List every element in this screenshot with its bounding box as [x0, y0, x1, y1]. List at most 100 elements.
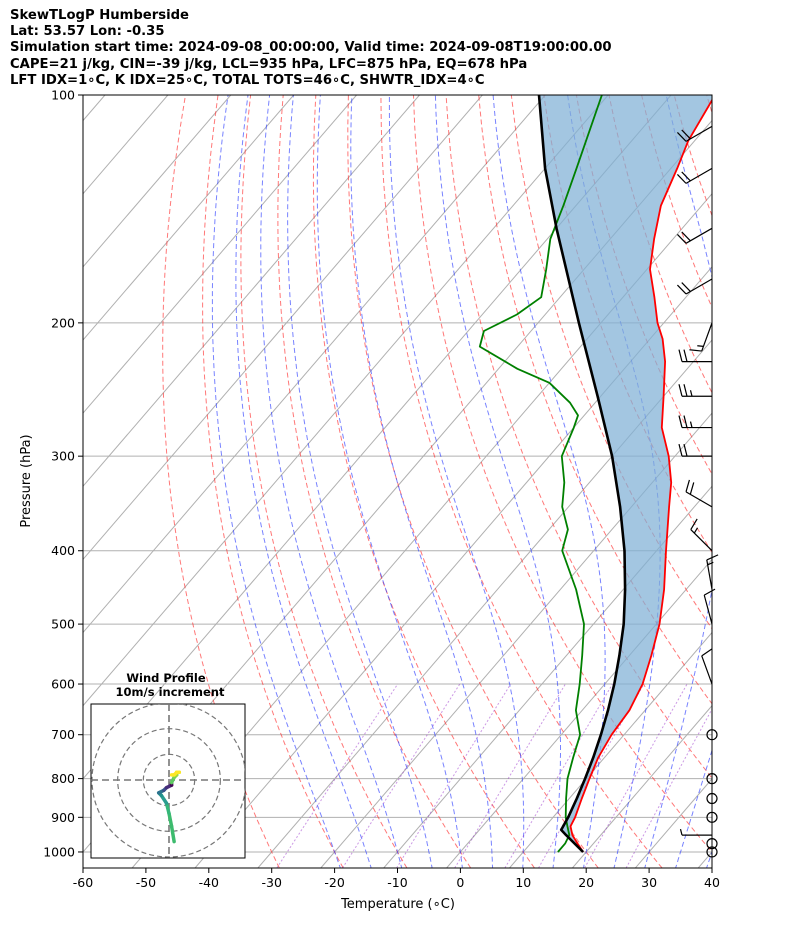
wind-barb [706, 554, 719, 590]
y-tick-label: 500 [51, 617, 75, 632]
wind-barb-flag [706, 554, 719, 561]
y-tick-label: 800 [51, 771, 75, 786]
hodograph-segment [167, 811, 174, 828]
calm-wind-circle [706, 838, 718, 850]
wind-barb-flag [683, 384, 688, 397]
cape-line: CAPE=21 j/kg, CIN=-39 j/kg, LCL=935 hPa,… [10, 56, 528, 72]
mixing-ratio-line [625, 707, 712, 868]
mixing-ratio-line [504, 683, 613, 868]
mixing-ratio-line [454, 683, 566, 868]
temperature-line [569, 98, 712, 853]
wind-barb-flag [681, 282, 691, 292]
x-tick-label: 20 [578, 875, 594, 890]
x-tick-label: 10 [515, 875, 531, 890]
dry-adiabat [312, 95, 535, 868]
wind-barb-staff [706, 559, 713, 590]
wind-barb-half-flag [689, 421, 693, 428]
x-tick-label: 0 [456, 875, 464, 890]
wind-barbs [676, 125, 719, 858]
isotherm [83, 95, 295, 341]
x-tick-label: -40 [199, 875, 219, 890]
isotherm [257, 339, 712, 868]
wind-barb-staff [703, 594, 713, 625]
calm-wind-circle [706, 811, 718, 823]
axes: -60 -50 -40 -30 -20 -10 0 10 20 30 40 1000 900 800 700… [43, 88, 720, 891]
isotherm [83, 95, 483, 561]
x-tick-label: 40 [704, 875, 720, 890]
dry-adiabat [772, 95, 794, 868]
chart-header: SkewTLogP Humberside Lat: 53.57 Lon: -0.… [10, 8, 612, 89]
x-tick-label: -10 [387, 875, 407, 890]
wind-barb [676, 125, 713, 142]
y-tick-label: 400 [51, 543, 75, 558]
time-line: Simulation start time: 2024-09-08_00:00:… [10, 40, 612, 56]
dry-adiabat [739, 95, 794, 868]
moist-adiabat [388, 95, 525, 868]
wind-barb [678, 415, 712, 429]
moist-adiabat [706, 850, 712, 868]
mixing-ratio-line [276, 683, 399, 868]
x-tick-label: -50 [136, 875, 156, 890]
isotherm [83, 95, 420, 488]
dry-adiabat [162, 95, 280, 868]
wind-barb-staff [701, 655, 713, 685]
wind-barb-flag [678, 415, 683, 428]
wind-barb-flag [683, 349, 688, 362]
moist-adiabat [316, 95, 463, 868]
isotherm [83, 95, 357, 414]
wind-barb-flag [681, 129, 691, 140]
wind-barb-flag [678, 349, 683, 362]
isotherm [509, 631, 712, 868]
wind-barb [689, 322, 713, 352]
dry-adiabat [277, 95, 472, 868]
wind-barb-half-flag [707, 561, 714, 566]
isotherm [83, 95, 546, 634]
dry-adiabat [478, 95, 712, 705]
x-tick-label: -30 [261, 875, 281, 890]
wind-barb [685, 479, 713, 508]
wind-barb-flag [678, 444, 683, 457]
y-tick-label: 600 [51, 677, 75, 692]
wind-barb [676, 227, 713, 244]
isotherm [383, 485, 712, 868]
wind-barb [676, 278, 713, 295]
moist-adiabat [235, 95, 372, 868]
hodograph-segment [169, 824, 176, 844]
calm-wind-circle [706, 846, 718, 858]
indices-line: LFT IDX=1∘C, K IDX=25∘C, TOTAL TOTS=46∘C… [10, 72, 485, 88]
x-tick-label: 30 [641, 875, 657, 890]
x-tick-label: -60 [73, 875, 93, 890]
calm-wind-circle [706, 773, 718, 785]
moist-adiabat [737, 95, 794, 870]
dry-adiabat [510, 95, 712, 630]
wind-barb-flag [685, 479, 690, 493]
wind-barb-flag [676, 284, 687, 295]
hodograph-plot [91, 704, 245, 858]
dry-adiabat [347, 95, 599, 868]
dewpoint-line [478, 95, 603, 853]
mixing-ratio-line [538, 683, 645, 868]
wind-barb-half-flag [679, 828, 683, 836]
isotherm [194, 266, 712, 868]
wind-barb-flag [689, 482, 695, 495]
wind-barb-half-flag [689, 390, 693, 397]
wind-barb [690, 518, 713, 552]
wind-barb [678, 444, 712, 457]
wind-barb-flag [689, 349, 702, 352]
wind-barb-flag [690, 518, 698, 530]
wind-barb-flag [676, 174, 687, 184]
mixing-ratio-line [396, 683, 512, 868]
x-axis-label: Temperature (∘C) [340, 897, 455, 912]
profile-lines [478, 95, 712, 853]
wind-barb [676, 167, 713, 184]
wind-barb [703, 588, 716, 625]
dry-adiabat [202, 95, 344, 868]
isotherm [572, 704, 712, 868]
moist-adiabat [434, 95, 561, 868]
wind-barb [678, 349, 712, 363]
cape-cin-shading [539, 95, 712, 852]
moist-adiabat [260, 95, 403, 868]
isotherm [83, 95, 106, 122]
